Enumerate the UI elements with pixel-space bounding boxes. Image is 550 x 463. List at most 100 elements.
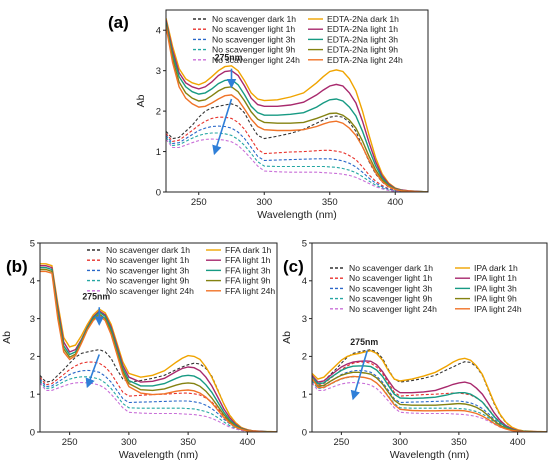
x-tick-label: 400	[239, 437, 255, 448]
panel-c: 0 1 2 3 4 5 250 300 350 400 Wavelength (nm) Ab (c) No…	[281, 238, 548, 461]
series-group	[166, 17, 428, 192]
legend-entry-scavenger: IPA dark 1h	[474, 263, 518, 273]
series-line-10	[312, 375, 547, 432]
x-axis-label: Wavelength (nm)	[119, 449, 199, 461]
x-axis-label: Wavelength (nm)	[257, 209, 337, 221]
annotation-275nm: 275nm	[215, 53, 243, 63]
y-tick-label: 4	[156, 26, 161, 37]
legend-entry-scavenger: IPA light 1h	[474, 273, 517, 283]
y-axis-label: Ab	[1, 331, 13, 344]
series-line-1	[166, 103, 428, 192]
x-tick-label: 350	[180, 437, 196, 448]
y-tick-label: 1	[302, 390, 307, 401]
legend-entry-control: No scavenger dark 1h	[212, 14, 296, 24]
x-axis-label: Wavelength (nm)	[390, 449, 470, 461]
y-tick-label: 2	[156, 106, 161, 117]
x-tick-label: 300	[392, 437, 408, 448]
series-line-3	[312, 369, 547, 432]
y-tick-label: 5	[302, 238, 307, 249]
series-line-8	[312, 365, 547, 432]
legend-entry-scavenger: EDTA-2Na dark 1h	[327, 14, 399, 24]
plot-frame	[311, 242, 548, 433]
y-tick-label: 0	[156, 187, 161, 198]
series-line-7	[166, 19, 428, 192]
legend-entry-scavenger: FFA dark 1h	[225, 245, 272, 255]
legend-entry-control: No scavenger dark 1h	[349, 263, 433, 273]
annotation-arrow	[85, 354, 101, 389]
legend-entry-scavenger: EDTA-2Na light 9h	[327, 45, 398, 55]
series-line-2	[312, 361, 547, 432]
y-tick-label: 5	[30, 238, 35, 249]
legend-entry-scavenger: EDTA-2Na light 1h	[327, 24, 398, 34]
x-tick-label: 300	[121, 437, 137, 448]
legend-entry-control: No scavenger light 24h	[349, 304, 437, 314]
legend-entry-control: No scavenger light 1h	[212, 24, 295, 34]
panel-a: 0 1 2 3 4 250 300 350 400 Wavelength (nm) Ab (a) No …	[108, 9, 429, 221]
legend-entry-control: No scavenger light 1h	[349, 273, 432, 283]
series-line-3	[166, 125, 428, 192]
x-tick-label: 350	[451, 437, 467, 448]
series-line-10	[40, 270, 277, 432]
annotation-275nm: 275nm	[82, 292, 110, 302]
y-tick-label: 4	[30, 276, 35, 287]
series-line-5	[312, 381, 547, 432]
legend-entry-control: No scavenger light 3h	[349, 283, 432, 293]
series-group	[40, 263, 277, 432]
y-tick-label: 2	[302, 352, 307, 363]
legend-entry-scavenger: IPA light 3h	[474, 283, 517, 293]
panel-b: 0 1 2 3 4 5 250 300 350 400 Wavelength (nm) Ab (b) No…	[1, 238, 278, 461]
series-line-9	[312, 371, 547, 432]
legend-entry-control: No scavenger light 1h	[106, 255, 189, 265]
y-tick-label: 1	[156, 147, 161, 158]
x-tick-label: 300	[256, 197, 272, 208]
series-line-10	[166, 26, 428, 192]
series-group	[312, 349, 547, 432]
x-tick-label: 350	[322, 197, 338, 208]
annotation-arrow	[350, 350, 368, 401]
x-tick-label: 400	[510, 437, 526, 448]
series-line-6	[312, 349, 547, 432]
plot-frame	[165, 9, 429, 193]
legend-entry-scavenger: FFA light 3h	[225, 265, 271, 275]
x-tick-label: 400	[387, 197, 403, 208]
y-axis-label: Ab	[281, 331, 293, 344]
legend-entry-scavenger: FFA light 1h	[225, 255, 271, 265]
legend-entry-control: No scavenger light 3h	[212, 34, 295, 44]
series-line-5	[166, 138, 428, 192]
y-tick-label: 0	[302, 427, 307, 438]
series-line-4	[40, 376, 277, 432]
y-tick-label: 3	[156, 66, 161, 77]
series-line-7	[312, 360, 547, 432]
y-tick-label: 4	[302, 276, 307, 287]
y-axis-label: Ab	[135, 94, 147, 107]
y-tick-label: 1	[30, 390, 35, 401]
x-tick-label: 250	[191, 197, 207, 208]
y-tick-label: 0	[30, 427, 35, 438]
series-line-4	[312, 376, 547, 432]
legend-entry-control: No scavenger light 24h	[212, 55, 300, 65]
series-line-5	[40, 381, 277, 432]
plot-frame	[39, 242, 278, 433]
y-tick-label: 3	[302, 314, 307, 325]
legend-entry-control: No scavenger light 3h	[106, 265, 189, 275]
legend-entry-scavenger: FFA light 24h	[225, 286, 275, 296]
legend-entry-scavenger: FFA light 9h	[225, 276, 271, 286]
legend-entry-control: No scavenger dark 1h	[106, 245, 190, 255]
legend-entry-scavenger: IPA light 9h	[474, 294, 517, 304]
legend-entry-scavenger: IPA light 24h	[474, 304, 522, 314]
legend-entry-control: No scavenger light 9h	[212, 45, 295, 55]
annotation-arrow	[212, 98, 233, 156]
series-line-1	[40, 349, 277, 432]
legend-entry-control: No scavenger light 9h	[349, 294, 432, 304]
panel-label: (b)	[6, 257, 28, 276]
y-tick-label: 3	[30, 314, 35, 325]
x-tick-label: 250	[333, 437, 349, 448]
legend-entry-scavenger: EDTA-2Na light 24h	[327, 55, 403, 65]
annotation-275nm: 275nm	[350, 337, 378, 347]
y-tick-label: 2	[30, 352, 35, 363]
x-tick-label: 250	[62, 437, 78, 448]
legend-entry-scavenger: EDTA-2Na light 3h	[327, 34, 398, 44]
panel-label: (a)	[108, 13, 129, 32]
legend-entry-control: No scavenger light 24h	[106, 286, 194, 296]
